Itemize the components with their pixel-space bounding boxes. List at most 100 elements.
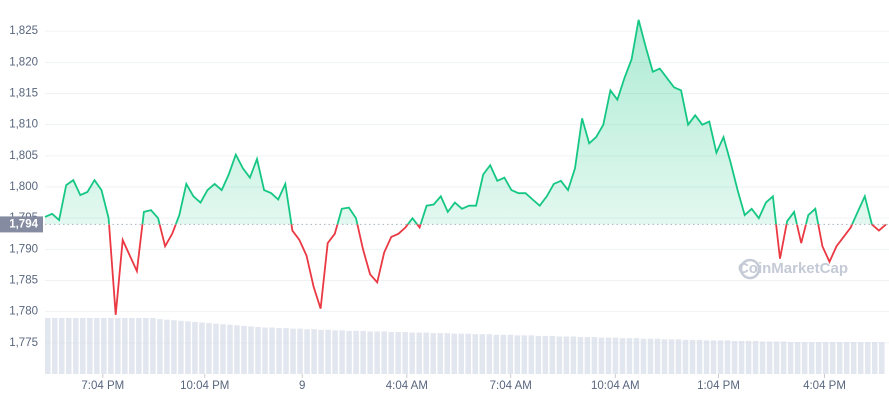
volume-bar <box>682 339 689 374</box>
volume-bar <box>710 340 717 374</box>
volume-bar <box>374 331 380 374</box>
volume-bar <box>409 332 415 374</box>
volume-bar <box>248 326 254 374</box>
volume-bar <box>227 324 233 374</box>
volume-bar <box>661 339 668 374</box>
volume-bar <box>759 341 766 374</box>
volume-bar <box>416 332 422 374</box>
volume-bar <box>115 318 121 374</box>
volume-bar <box>164 319 170 374</box>
volume-bar <box>619 338 626 374</box>
volume-bar <box>367 331 373 374</box>
volume-bar <box>843 342 850 374</box>
volume-bar <box>241 325 247 374</box>
y-tick-label: 1,815 <box>9 88 38 100</box>
volume-bar <box>143 318 149 374</box>
volume-bar <box>325 329 331 374</box>
x-tick-label: 1:04 PM <box>697 380 740 392</box>
volume-bar <box>276 328 282 374</box>
volume-bar <box>206 323 212 374</box>
volume-bar <box>353 330 359 374</box>
volume-bar <box>591 337 598 374</box>
volume-bar <box>521 335 528 374</box>
volume-bar <box>549 335 556 374</box>
volume-bar <box>598 337 605 374</box>
volume-bar <box>612 337 619 374</box>
volume-bar <box>269 327 275 374</box>
volume-bar <box>108 318 114 374</box>
x-tick-label: 9 <box>299 380 305 392</box>
volume-bar <box>255 326 261 374</box>
volume-bar <box>129 318 135 374</box>
volume-bar <box>654 338 661 374</box>
volume-bar <box>689 339 696 374</box>
volume-bar <box>864 342 871 374</box>
volume-bar <box>360 330 366 374</box>
x-tick-label: 4:04 PM <box>803 380 846 392</box>
volume-bar <box>584 337 591 374</box>
volume-bar <box>213 323 219 374</box>
volume-bar <box>871 342 878 374</box>
volume-bar <box>724 340 731 374</box>
reference-label-bg <box>0 216 43 233</box>
volume-bar <box>493 334 500 374</box>
volume-bar <box>528 335 535 374</box>
volume-bar <box>808 342 815 374</box>
volume-bar <box>101 318 107 374</box>
volume-bar <box>283 328 289 374</box>
volume-bar <box>122 318 128 374</box>
volume-bar <box>640 338 647 374</box>
volume-bar <box>878 342 885 374</box>
volume-bar <box>668 339 675 374</box>
y-tick-label: 1,790 <box>9 243 38 255</box>
volume-bar <box>339 330 345 374</box>
volume-bar <box>787 342 794 374</box>
volume-bar <box>766 341 773 374</box>
volume-bar <box>703 340 710 374</box>
volume-bar <box>857 342 864 374</box>
volume-bar <box>542 335 549 374</box>
y-tick-label: 1,820 <box>9 56 38 68</box>
watermark: CoinMarketCap <box>738 260 848 277</box>
volume-bar <box>773 341 780 374</box>
volume-bar <box>66 318 72 374</box>
volume-bar <box>80 318 86 374</box>
volume-bar <box>395 332 401 374</box>
volume-bar <box>479 334 486 374</box>
y-tick-label: 1,775 <box>9 337 38 349</box>
volume-bar <box>500 334 507 374</box>
volume-bar <box>178 320 184 374</box>
volume-bar <box>486 334 493 374</box>
volume-bar <box>451 333 457 374</box>
volume-bar <box>388 332 394 374</box>
volume-bar <box>220 324 226 374</box>
volume-bar <box>696 339 703 374</box>
volume-bar <box>262 327 268 374</box>
volume-bar <box>850 342 857 374</box>
y-tick-label: 1,825 <box>9 25 38 37</box>
volume-bar <box>836 342 843 374</box>
volume-bar <box>444 333 450 374</box>
volume-bar <box>752 340 759 374</box>
volume-bar <box>822 342 829 374</box>
volume-bar <box>157 319 163 374</box>
volume-bar <box>738 340 745 374</box>
volume-bar <box>381 331 387 374</box>
volume-bar <box>731 340 738 374</box>
watermark-logo <box>739 258 761 280</box>
volume-bar <box>59 318 65 374</box>
volume-bar <box>717 340 724 374</box>
volume-bar <box>346 330 352 374</box>
volume-bar <box>318 329 324 374</box>
volume-bar <box>745 340 752 374</box>
volume-bar <box>52 318 58 374</box>
y-tick-label: 1,785 <box>9 275 38 287</box>
volume-bar <box>514 335 521 374</box>
x-tick-label: 7:04 PM <box>81 380 124 392</box>
volume-bar <box>45 318 51 374</box>
volume-bar <box>829 342 836 374</box>
y-tick-label: 1,780 <box>9 306 38 318</box>
volume-bar <box>297 328 303 374</box>
price-line-up <box>44 19 886 225</box>
